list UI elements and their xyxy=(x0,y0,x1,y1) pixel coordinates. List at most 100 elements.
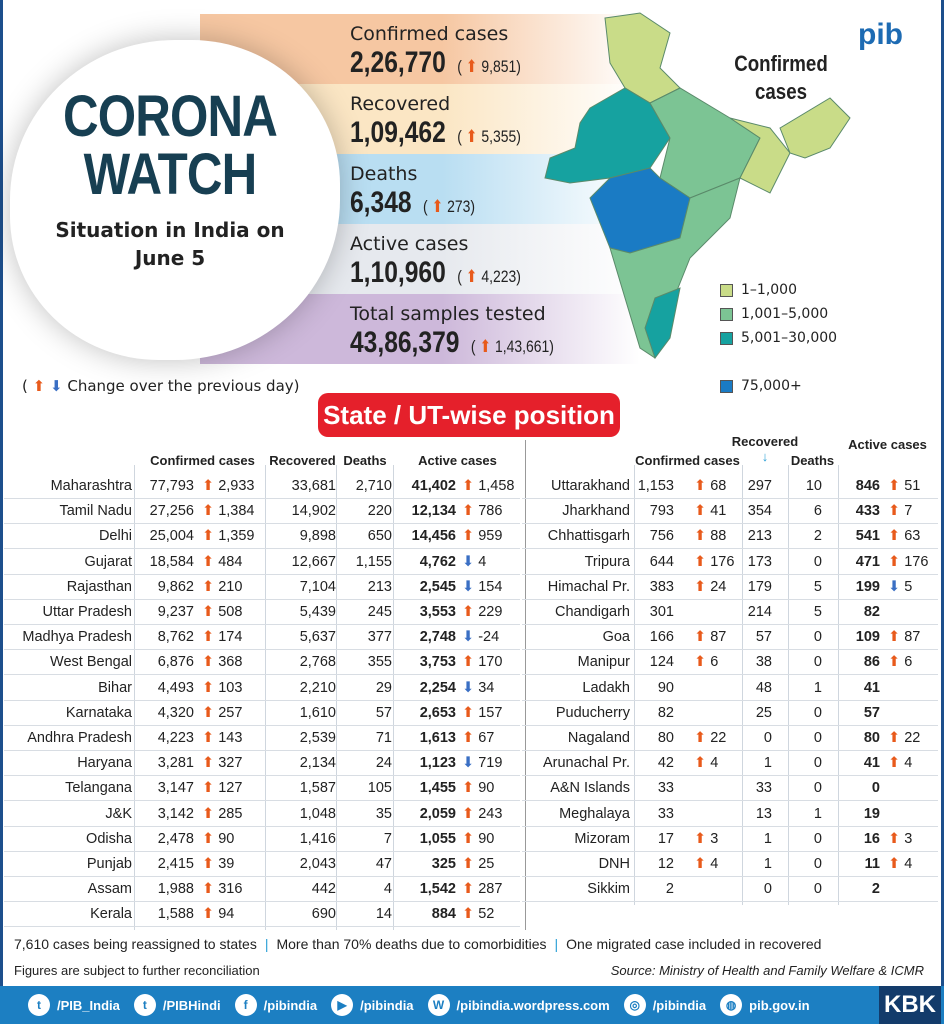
up-arrow-icon: ⬆ xyxy=(202,553,215,570)
stat-change: 4,223 xyxy=(481,267,517,286)
up-arrow-icon: ⬆ xyxy=(888,503,901,520)
up-arrow-icon: ⬆ xyxy=(888,755,901,772)
confirmed-change: 316 xyxy=(218,881,243,898)
deaths-value: 24 xyxy=(375,755,392,772)
kbk-logo: KBK xyxy=(879,986,941,1024)
confirmed-value: 3,147 xyxy=(157,780,194,797)
recovered-value: 12,667 xyxy=(291,553,336,570)
recovered-value: 1 xyxy=(763,830,772,847)
confirmed-change: 2,933 xyxy=(218,478,255,494)
active-value: 471 xyxy=(855,553,880,570)
state-name: Himachal Pr. xyxy=(547,578,630,595)
legend-item: 1,001–5,000 xyxy=(720,302,837,326)
social-link[interactable]: ◎/pibindia xyxy=(623,994,706,1016)
active-change-cell: ⬆ 4 xyxy=(888,852,912,877)
up-arrow-icon: ⬆ xyxy=(202,578,215,595)
table-row: Maharashtra 77,793 ⬆ 2,933 33,681 2,710 41,40… xyxy=(4,474,520,499)
confirmed-value: 2 xyxy=(665,881,674,898)
active-value: 199 xyxy=(855,578,880,595)
up-arrow-icon: ⬆ xyxy=(462,604,475,620)
active-change-cell: ⬇ 34 xyxy=(462,676,494,701)
active-change: 287 xyxy=(478,881,503,898)
table-row: Arunachal Pr. 42 ⬆ 4 1 0 41 ⬆ 4 xyxy=(522,751,938,777)
confirmed-value: 18,584 xyxy=(149,553,194,570)
deaths-value: 29 xyxy=(375,679,392,696)
confirmed-value: 4,493 xyxy=(157,679,194,696)
confirmed-change: 41 xyxy=(710,503,727,520)
deaths-value: 10 xyxy=(805,478,822,494)
active-change-cell: ⬆ 67 xyxy=(462,726,494,751)
deaths-value: 105 xyxy=(367,780,392,797)
state-name: J&K xyxy=(105,805,132,822)
confirmed-value: 2,478 xyxy=(157,830,194,847)
facebook-icon: f xyxy=(234,994,257,1016)
active-change: 7 xyxy=(904,503,913,520)
stat-confirmed-cases: Confirmed cases 2,26,770( ⬆ 9,851) xyxy=(200,14,640,84)
up-arrow-icon: ⬆ xyxy=(694,528,707,545)
table-row: A&N Islands 33 33 0 0 xyxy=(522,776,938,802)
table-row: Haryana 3,281 ⬆ 327 2,134 24 1,123 ⬇ 719 xyxy=(4,751,520,777)
confirmed-change-cell: ⬆ 285 xyxy=(202,802,242,827)
legend-item: 5,001–30,000 xyxy=(720,326,837,350)
active-value: 80 xyxy=(863,730,880,746)
state-name: Haryana xyxy=(77,755,132,772)
social-link[interactable]: f/pibindia xyxy=(234,994,317,1016)
confirmed-change-cell: ⬆ 94 xyxy=(202,902,234,927)
active-change-cell: ⬆ 90 xyxy=(462,776,494,801)
active-change: 51 xyxy=(904,478,921,494)
state-name: West Bengal xyxy=(50,654,132,671)
confirmed-value: 756 xyxy=(649,528,674,545)
stat-value: 1,10,960( ⬆ 4,223) xyxy=(350,256,521,289)
confirmed-change: 22 xyxy=(710,730,727,746)
deaths-value: 220 xyxy=(367,503,392,520)
state-name: Manipur xyxy=(577,654,630,671)
table-row: J&K 3,142 ⬆ 285 1,048 35 2,059 ⬆ 243 xyxy=(4,802,520,827)
table-row: Meghalaya 33 13 1 19 xyxy=(522,802,938,827)
up-arrow-icon: ⬆ xyxy=(694,503,707,520)
active-change-cell: ⬆ 4 xyxy=(888,751,912,776)
up-arrow-icon: ⬆ xyxy=(202,654,215,671)
active-change: 1,458 xyxy=(478,478,515,494)
up-arrow-icon: ⬆ xyxy=(465,57,478,76)
stat-label: Deaths xyxy=(350,163,418,185)
social-link[interactable]: t/PIBHindi xyxy=(133,994,221,1016)
active-value: 12,134 xyxy=(411,503,456,520)
state-name: Uttarakhand xyxy=(551,478,630,494)
active-value: 2,254 xyxy=(419,679,456,696)
table-row: Punjab 2,415 ⬆ 39 2,043 47 325 ⬆ 25 xyxy=(4,852,520,877)
recovered-value: 214 xyxy=(747,604,772,620)
social-link[interactable]: t/PIB_India xyxy=(28,994,120,1016)
active-value: 541 xyxy=(855,528,880,545)
confirmed-change: 94 xyxy=(218,906,235,923)
map-legend: 1–1,000 1,001–5,000 5,001–30,000 75,000+ xyxy=(720,278,837,398)
state-name: Bihar xyxy=(98,679,132,696)
active-change-cell: ⬆ 157 xyxy=(462,701,502,726)
recovered-value: 5,637 xyxy=(299,629,336,646)
active-value: 19 xyxy=(863,805,880,822)
map-east xyxy=(729,117,791,194)
up-arrow-icon: ⬆ xyxy=(202,906,215,923)
recovered-value: 2,043 xyxy=(299,856,336,872)
social-link[interactable]: ▶/pibindia xyxy=(331,994,414,1016)
state-name: Karnataka xyxy=(65,704,132,721)
confirmed-change-cell: ⬆ 174 xyxy=(202,625,242,650)
recovered-value: 13 xyxy=(755,805,772,822)
confirmed-value: 124 xyxy=(649,654,674,671)
confirmed-change-cell: ⬆ 143 xyxy=(202,726,242,751)
active-change: 3 xyxy=(904,830,913,847)
down-arrow-icon: ⬇ xyxy=(462,578,475,595)
social-link[interactable]: ◍ pib.gov.in xyxy=(720,994,810,1016)
up-arrow-icon: ⬆ xyxy=(888,528,901,545)
social-link[interactable]: W/pibindia.wordpress.com xyxy=(427,994,610,1016)
up-arrow-icon: ⬆ xyxy=(694,478,707,494)
stat-value: 43,86,379( ⬆ 1,43,661) xyxy=(350,326,554,359)
confirmed-change: 484 xyxy=(218,553,243,570)
up-arrow-icon: ⬆ xyxy=(462,704,475,721)
deaths-value: 0 xyxy=(813,553,822,570)
confirmed-value: 4,320 xyxy=(157,704,194,721)
active-change: 22 xyxy=(904,730,921,746)
recovered-value: 33,681 xyxy=(291,478,336,494)
table-row: Karnataka 4,320 ⬆ 257 1,610 57 2,653 ⬆ 157 xyxy=(4,701,520,726)
active-value: 2 xyxy=(871,881,880,898)
